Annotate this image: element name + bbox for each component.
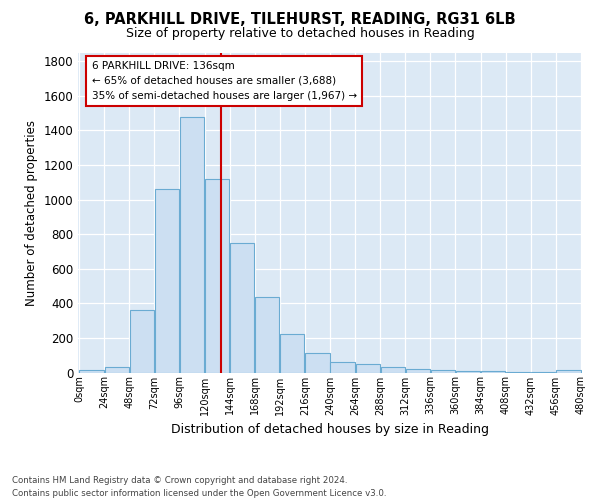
Text: 6, PARKHILL DRIVE, TILEHURST, READING, RG31 6LB: 6, PARKHILL DRIVE, TILEHURST, READING, R… [84, 12, 516, 28]
Bar [305, 352, 329, 372]
Bar [180, 116, 204, 372]
Bar [230, 243, 254, 372]
Y-axis label: Number of detached properties: Number of detached properties [25, 120, 38, 306]
Text: 6 PARKHILL DRIVE: 136sqm
← 65% of detached houses are smaller (3,688)
35% of sem: 6 PARKHILL DRIVE: 136sqm ← 65% of detach… [92, 61, 357, 100]
Bar [456, 371, 480, 372]
Bar [331, 362, 355, 372]
Bar [130, 310, 154, 372]
Bar [431, 370, 455, 372]
Bar [205, 179, 229, 372]
Text: Contains HM Land Registry data © Crown copyright and database right 2024.
Contai: Contains HM Land Registry data © Crown c… [12, 476, 386, 498]
Bar [79, 370, 104, 372]
Bar [481, 371, 505, 372]
Text: Size of property relative to detached houses in Reading: Size of property relative to detached ho… [125, 28, 475, 40]
X-axis label: Distribution of detached houses by size in Reading: Distribution of detached houses by size … [171, 423, 489, 436]
Bar [406, 369, 430, 372]
Bar [356, 364, 380, 372]
Bar [255, 298, 280, 372]
Bar [280, 334, 304, 372]
Bar [380, 368, 405, 372]
Bar [104, 368, 129, 372]
Bar [155, 189, 179, 372]
Bar [556, 370, 581, 372]
